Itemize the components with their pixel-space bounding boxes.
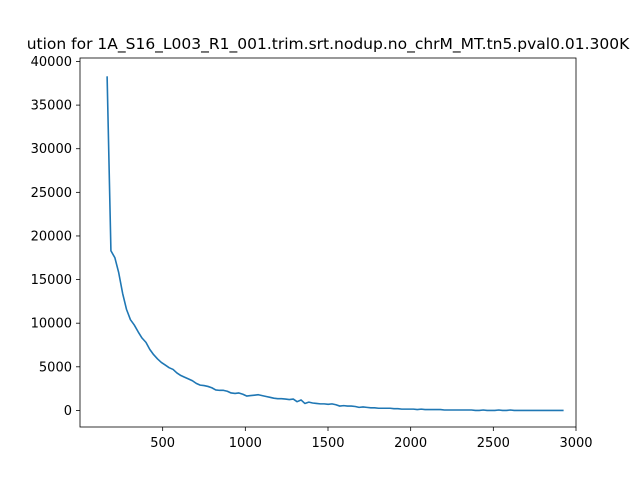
y-tick-label: 10000 (31, 317, 72, 332)
y-tick-label: 35000 (31, 99, 72, 114)
y-tick-label: 30000 (31, 142, 72, 157)
x-axis-ticks: 500 1000 1500 2000 2500 3000 (150, 427, 593, 451)
x-tick-label: 3000 (559, 436, 592, 451)
plot-frame (79, 57, 577, 428)
y-axis-ticks: 0 5000 10000 15000 20000 25000 30000 35000 40000 (31, 55, 80, 419)
series-line (106, 76, 564, 412)
chart-title: ution for 1A_S16_L003_R1_001.trim.srt.no… (27, 35, 630, 54)
y-tick-label: 40000 (31, 55, 72, 70)
y-tick-label: 0 (64, 404, 72, 419)
y-tick-label: 25000 (31, 186, 72, 201)
x-tick-label: 2500 (477, 436, 510, 451)
y-tick-label: 5000 (39, 360, 72, 375)
y-tick-label: 20000 (31, 229, 72, 244)
x-tick-label: 1500 (311, 436, 344, 451)
x-tick-label: 2000 (394, 436, 427, 451)
x-tick-label: 1000 (229, 436, 262, 451)
x-tick-label: 500 (150, 436, 175, 451)
y-tick-label: 15000 (31, 273, 72, 288)
